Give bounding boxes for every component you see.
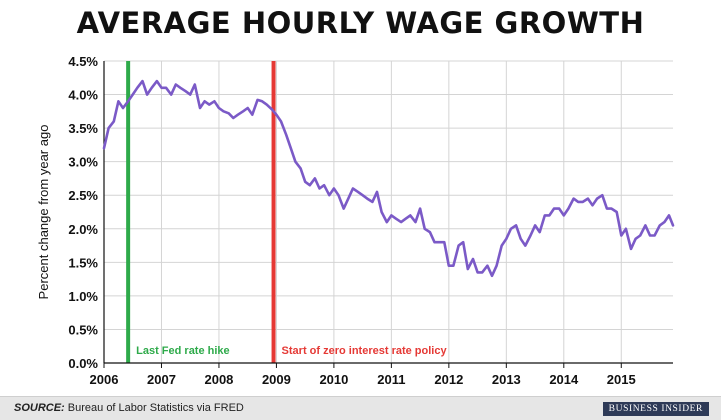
x-tick-label: 2014 [549, 372, 579, 387]
source-note: SOURCE: Bureau of Labor Statistics via F… [14, 402, 244, 414]
annotation-label-1: Start of zero interest rate policy [282, 345, 448, 357]
x-tick-label: 2011 [377, 372, 405, 387]
y-tick-label: 4.5% [68, 54, 98, 69]
series-line-0 [102, 79, 675, 278]
source-text: Bureau of Labor Statistics via FRED [64, 402, 244, 414]
y-tick-label: 3.5% [68, 121, 98, 136]
annotation-label-0: Last Fed rate hike [136, 345, 230, 357]
line-chart: Last Fed rate hike Start of zero interest… [36, 54, 675, 387]
y-axis-label: Percent change from year ago [36, 125, 51, 300]
x-tick-label: 2010 [319, 372, 348, 387]
axes [103, 61, 673, 368]
y-tick-label: 2.5% [68, 188, 98, 203]
y-tick-label: 1.5% [68, 255, 98, 270]
y-tick-label: 3.0% [68, 155, 98, 170]
x-tick-label: 2008 [204, 372, 233, 387]
x-tick-label: 2007 [147, 372, 176, 387]
y-tick-labels: 0.0% 0.5% 1.0% 1.5% 2.0% 2.5% 3.0% 3.5% 4.0% 4.5% [68, 54, 98, 371]
y-tick-label: 1.0% [68, 289, 98, 304]
x-tick-label: 2012 [434, 372, 463, 387]
x-tick-label: 2006 [90, 372, 119, 387]
grid [103, 60, 673, 363]
annotation-labels: Last Fed rate hike Start of zero interest… [136, 345, 447, 357]
chart-title: AVERAGE HOURLY WAGE GROWTH [76, 6, 645, 40]
x-tick-label: 2009 [262, 372, 291, 387]
x-tick-label: 2013 [492, 372, 521, 387]
series [102, 79, 675, 278]
x-tick-labels: 2006 2007 2008 2009 2010 2011 2012 2013 2014 2015 [90, 372, 636, 387]
x-tick-label: 2015 [607, 372, 636, 387]
source-label: SOURCE: [14, 402, 65, 414]
brand-logo: BUSINESS INSIDER [602, 402, 709, 416]
footer: SOURCE: Bureau of Labor Statistics via F… [0, 396, 721, 420]
y-tick-label: 0.0% [68, 356, 98, 371]
y-tick-label: 4.0% [68, 88, 98, 103]
y-tick-label: 2.0% [68, 222, 98, 237]
y-tick-label: 0.5% [68, 322, 98, 337]
